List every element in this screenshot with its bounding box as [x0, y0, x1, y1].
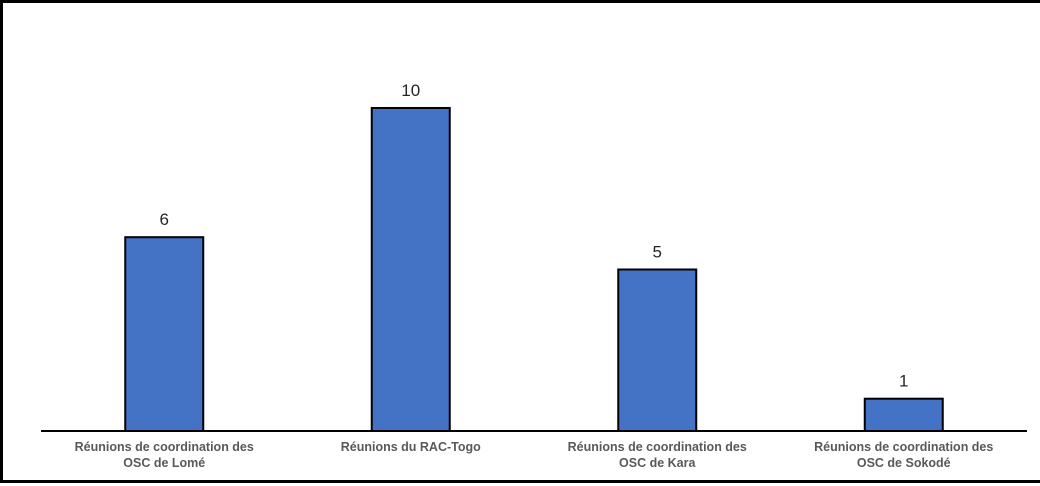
- category-label-3-line-2: OSC de Kara: [619, 456, 696, 470]
- bar-3: [617, 268, 698, 432]
- category-label-4-line-2: OSC de Sokodé: [857, 456, 951, 470]
- bars-layer: [124, 107, 944, 433]
- bar-chart: 6 Réunions de coordination des OSC de Lomé…: [41, 81, 1027, 470]
- data-label-1: 6: [160, 210, 169, 229]
- category-label-2: Réunions du RAC-Togo: [341, 440, 481, 454]
- category-label-1-line-2: OSC de Lomé: [123, 456, 205, 470]
- data-label-3: 5: [653, 243, 662, 262]
- category-label-3: Réunions de coordination des OSC de Kara: [568, 440, 747, 470]
- category-label-1: Réunions de coordination des OSC de Lomé: [75, 440, 254, 470]
- bar-4: [863, 397, 944, 433]
- category-label-3-line-1: Réunions de coordination des: [568, 440, 747, 454]
- bar-1: [124, 236, 205, 432]
- labels-layer: 6 Réunions de coordination des OSC de Lomé…: [75, 81, 994, 470]
- category-label-1-line-1: Réunions de coordination des: [75, 440, 254, 454]
- category-label-4-line-1: Réunions de coordination des: [814, 440, 993, 454]
- data-label-2: 10: [401, 81, 420, 100]
- category-label-4: Réunions de coordination des OSC de Sokod…: [814, 440, 993, 470]
- data-label-4: 1: [899, 372, 908, 391]
- bar-2: [370, 107, 451, 432]
- category-label-2-line-1: Réunions du RAC-Togo: [341, 440, 481, 454]
